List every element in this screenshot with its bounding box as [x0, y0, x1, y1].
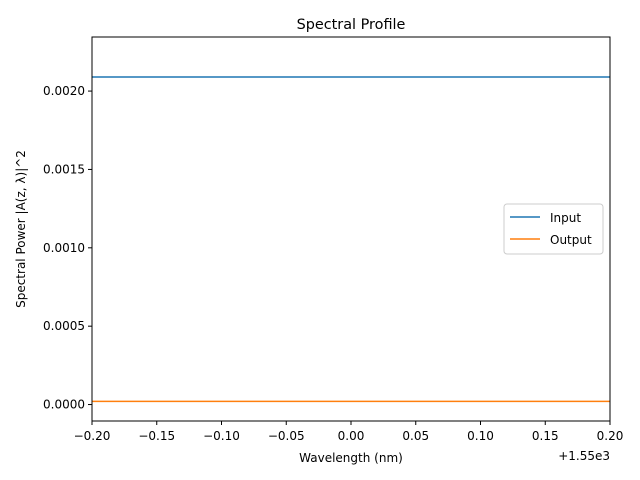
x-axis-offset-label: +1.55e3: [558, 449, 610, 463]
y-tick-label: 0.0000: [43, 398, 85, 412]
x-tick-label: 0.20: [597, 429, 624, 443]
x-tick-label: −0.15: [138, 429, 175, 443]
y-tick-label: 0.0010: [43, 241, 85, 255]
x-tick-label: −0.05: [268, 429, 305, 443]
plot-lines: [92, 76, 610, 403]
x-tick-label: 0.15: [532, 429, 559, 443]
y-tick-label: 0.0015: [43, 162, 85, 176]
x-tick-label: −0.10: [203, 429, 240, 443]
legend-label-output: Output: [550, 233, 592, 247]
x-axis-ticks: −0.20 −0.15 −0.10 −0.05 0.00 0.05 0.10 0.15 0.20: [74, 421, 624, 443]
legend: Input Output: [503, 203, 604, 255]
x-axis-label: Wavelength (nm): [299, 451, 403, 465]
chart-title: Spectral Profile: [297, 17, 406, 33]
legend-label-input: Input: [550, 211, 581, 225]
x-tick-label: 0.10: [467, 429, 494, 443]
y-axis-ticks: 0.0000 0.0005 0.0010 0.0015 0.0020: [43, 84, 92, 412]
y-tick-label: 0.0020: [43, 84, 85, 98]
x-tick-label: 0.00: [338, 429, 365, 443]
y-axis-label: Spectral Power |A(z, λ)|^2: [14, 150, 28, 308]
x-tick-label: −0.20: [74, 429, 111, 443]
x-tick-label: 0.05: [402, 429, 429, 443]
y-tick-label: 0.0005: [43, 319, 85, 333]
